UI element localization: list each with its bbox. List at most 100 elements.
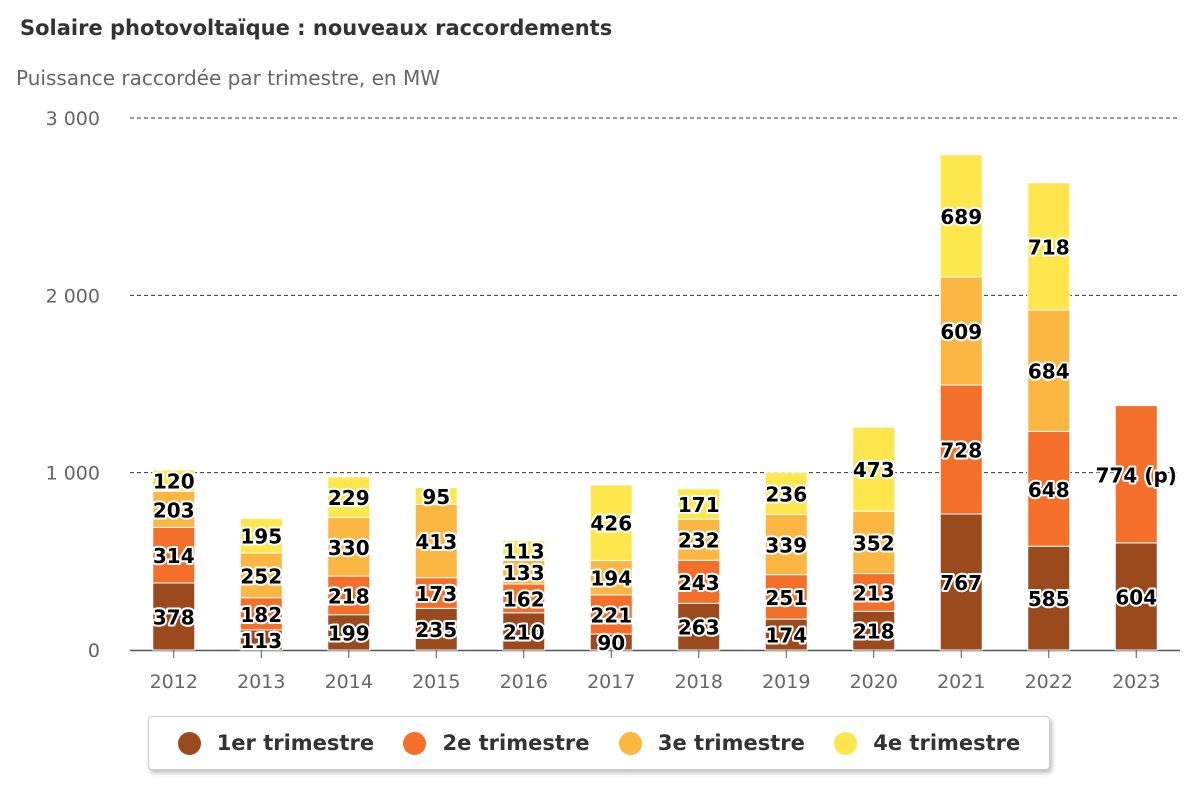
data-label: 330 [328,536,370,560]
x-tick-label: 2014 [325,671,373,693]
data-label: 221 [590,603,632,627]
data-label: 195 [240,525,282,549]
data-label: 174 [765,624,807,648]
data-label: 210 [503,620,545,644]
bar-segment [677,518,721,561]
legend-item-q1[interactable]: 1er trimestre [177,731,375,755]
data-label: 218 [853,620,895,644]
bar-segment [939,276,983,386]
data-label: 473 [853,458,895,482]
data-label: 232 [678,529,720,553]
y-tick-label: 2 000 [46,285,100,307]
bar-segment [852,573,896,612]
data-label: 604 [1115,585,1157,609]
data-label: 213 [853,581,895,605]
data-label: 585 [1028,587,1070,611]
bar-segment [414,577,458,609]
chart-title: Solaire photovoltaïque : nouveaux raccor… [20,16,613,40]
bar-segment [852,426,896,512]
data-label: 113 [503,539,545,563]
bar-segment [764,514,808,576]
bar-segment [939,384,983,515]
data-label: 171 [678,493,720,517]
legend-item-q2[interactable]: 2e trimestre [403,731,589,755]
bar-segment [239,597,283,631]
data-label: 113 [240,629,282,653]
legend-label-q2: 2e trimestre [442,731,590,755]
bar-segment [677,559,721,604]
data-label: 684 [1028,360,1070,384]
stacked-bar-chart: 0 1 000 2 000 3 000 2012 2013 2014 2015 2016 2017… [46,108,1180,693]
x-tick-label: 2020 [850,671,898,693]
bar-segment [764,618,808,651]
bar-segment [852,510,896,575]
data-label: 236 [765,483,807,507]
data-label: 609 [940,320,982,344]
data-label: 173 [415,582,457,606]
x-tick-label: 2018 [675,671,723,693]
bar-segment [589,484,633,561]
x-tick-label: 2019 [762,671,810,693]
data-label: 194 [590,567,632,591]
data-label: 162 [503,587,545,611]
bar-segment [1114,405,1158,544]
data-label: 243 [678,571,720,595]
bar-segment [414,487,458,505]
x-tick-label: 2013 [237,671,285,693]
bar-segment [152,469,196,492]
data-label: 120 [153,470,195,494]
bar-segment [1027,182,1071,311]
y-tick-label: 0 [88,640,100,662]
bar-segment [327,476,371,519]
data-label: 203 [153,498,195,522]
data-label: 95 [422,485,450,509]
bar-segment [502,539,546,561]
data-label: 133 [503,561,545,585]
bar-segment [239,517,283,554]
bar-segment [152,526,196,584]
y-tick-label: 3 000 [46,108,100,130]
data-label: 426 [590,512,632,536]
x-tick-label: 2016 [500,671,548,693]
x-tick-label: 2012 [150,671,198,693]
data-label: 718 [1028,235,1070,259]
data-label: 352 [853,531,895,555]
data-label: 263 [678,616,720,640]
bar-segment [1027,545,1071,651]
bar-segment [764,472,808,516]
data-label: 689 [940,205,982,229]
data-label: 235 [415,618,457,642]
legend-swatch-q2 [403,731,427,755]
data-label: 728 [940,438,982,462]
bar-segment [589,594,633,635]
data-label: 199 [328,621,370,645]
legend-label-q1: 1er trimestre [216,731,375,755]
legend-item-q3[interactable]: 3e trimestre [618,731,805,755]
data-label: 218 [328,584,370,608]
legend-label-q3: 3e trimestre [657,731,805,755]
bar-segment [1027,309,1071,432]
data-label: 378 [153,605,195,629]
data-label: 774 (p) [1096,463,1177,487]
bar-segment [939,154,983,278]
legend-label-q4: 4e trimestre [873,731,1021,755]
data-label: 229 [328,486,370,510]
data-label: 90 [597,631,625,655]
bar-segment [327,517,371,577]
chart-subtitle: Puissance raccordée par trimestre, en MW [16,66,440,90]
bar-segment [589,559,633,596]
legend-item-q4[interactable]: 4e trimestre [834,731,1020,755]
data-label: 648 [1028,478,1070,502]
bar-segment [414,503,458,579]
y-tick-label: 1 000 [46,463,100,485]
bar-segment [1027,430,1071,547]
legend-swatch-q3 [618,731,642,755]
data-label: 182 [240,603,282,627]
data-label: 767 [940,571,982,595]
x-tick-label: 2023 [1112,671,1160,693]
bar-segment [677,602,721,651]
data-label: 339 [765,534,807,558]
bar-segment [152,490,196,528]
bar-segment [414,607,458,651]
legend: 1er trimestre 2e trimestre 3e trimestre … [148,716,1050,770]
